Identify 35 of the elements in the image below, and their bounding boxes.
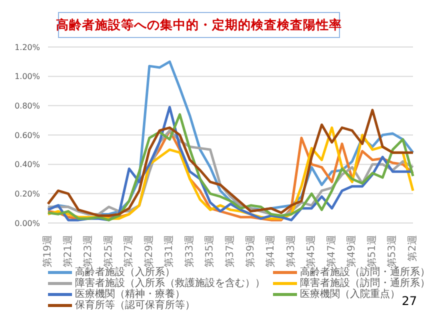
legend-label: 障害者施設（入所系（救護施設を含む）） [75, 278, 265, 289]
x-tick-label: 第2週 [406, 235, 418, 262]
x-tick-label: 第35週 [204, 235, 216, 268]
legend-label: 医療機関（精神・療養） [75, 289, 185, 300]
x-tick-label: 第21週 [62, 235, 74, 268]
x-tick-label: 第45週 [305, 235, 318, 268]
y-tick-label: 0.60% [14, 130, 40, 140]
legend-label: 高齢者施設（訪問・通所系） [300, 267, 427, 278]
legend-label: 高齢者施設（入所系） [75, 267, 175, 278]
x-tick-label: 第37週 [224, 235, 236, 268]
x-tick-label: 第23週 [82, 235, 94, 268]
y-tick-label: 0.40% [14, 160, 40, 170]
x-tick-label: 第25週 [102, 235, 114, 268]
y-tick-label: 1.20% [14, 42, 40, 52]
x-tick-label: 第31週 [163, 235, 176, 268]
x-tick-label: 第29週 [142, 235, 155, 268]
x-tick-label: 第49週 [346, 235, 358, 268]
x-tick-label: 第53週 [386, 235, 398, 268]
y-tick-label: 0.00% [14, 218, 40, 228]
x-tick-label: 第47週 [325, 235, 338, 268]
chart-title: 高齢者施設等への集中的・定期的検査検査陽性率 [56, 12, 342, 38]
x-tick-label: 第43週 [284, 235, 297, 268]
x-tick-label: 第39週 [244, 235, 256, 268]
legend-label: 保育所等（認可保育所等） [75, 300, 195, 311]
text: 27 [402, 294, 417, 308]
y-tick-label: 0.20% [14, 190, 40, 199]
x-tick-label: 第19週 [42, 235, 54, 268]
x-tick-label: 第51週 [366, 235, 378, 268]
x-tick-label: 第41週 [264, 235, 277, 268]
x-tick-label: 第27週 [122, 235, 135, 268]
legend-label: 医療機関（入院重点） [300, 289, 400, 300]
y-tick-label: 0.80% [14, 102, 40, 111]
y-tick-label: 1.00% [14, 72, 40, 82]
legend-label: 障害者施設（訪問・通所系） [300, 278, 427, 289]
x-tick-label: 第33週 [183, 235, 196, 268]
